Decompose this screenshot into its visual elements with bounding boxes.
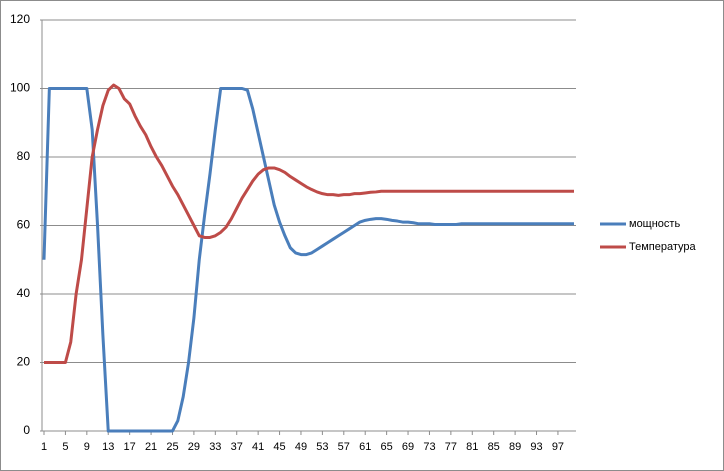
- x-tick-label: 49: [295, 441, 307, 453]
- x-tick-label: 9: [84, 441, 90, 453]
- x-tick-label: 41: [252, 441, 264, 453]
- y-tick-label: 80: [17, 149, 31, 163]
- x-tick-label: 13: [102, 441, 114, 453]
- x-tick-label: 1: [41, 441, 47, 453]
- x-tick-label: 5: [62, 441, 68, 453]
- legend-label: мощность: [629, 218, 680, 230]
- x-tick-label: 33: [209, 441, 221, 453]
- y-tick-label: 60: [17, 218, 31, 232]
- x-tick-label: 97: [552, 441, 564, 453]
- y-tick-label: 0: [23, 423, 30, 437]
- x-tick-label: 77: [445, 441, 457, 453]
- x-tick-label: 73: [423, 441, 435, 453]
- x-tick-label: 81: [466, 441, 478, 453]
- x-tick-label: 69: [402, 441, 414, 453]
- legend-label: Температура: [629, 241, 697, 253]
- x-tick-label: 89: [509, 441, 521, 453]
- x-tick-label: 37: [231, 441, 243, 453]
- x-tick-label: 53: [316, 441, 328, 453]
- x-tick-label: 25: [166, 441, 178, 453]
- y-tick-label: 40: [17, 286, 31, 300]
- x-tick-label: 61: [359, 441, 371, 453]
- x-tick-label: 65: [381, 441, 393, 453]
- x-tick-label: 85: [488, 441, 500, 453]
- x-tick-label: 21: [145, 441, 157, 453]
- x-tick-label: 29: [188, 441, 200, 453]
- x-tick-label: 57: [338, 441, 350, 453]
- x-tick-label: 45: [273, 441, 285, 453]
- series-line: [42, 87, 574, 433]
- series-line: [44, 83, 574, 364]
- x-tick-label: 17: [124, 441, 136, 453]
- y-tick-label: 120: [10, 12, 30, 26]
- y-tick-label: 20: [17, 355, 31, 369]
- y-tick-label: 100: [10, 81, 30, 95]
- x-tick-label: 93: [530, 441, 542, 453]
